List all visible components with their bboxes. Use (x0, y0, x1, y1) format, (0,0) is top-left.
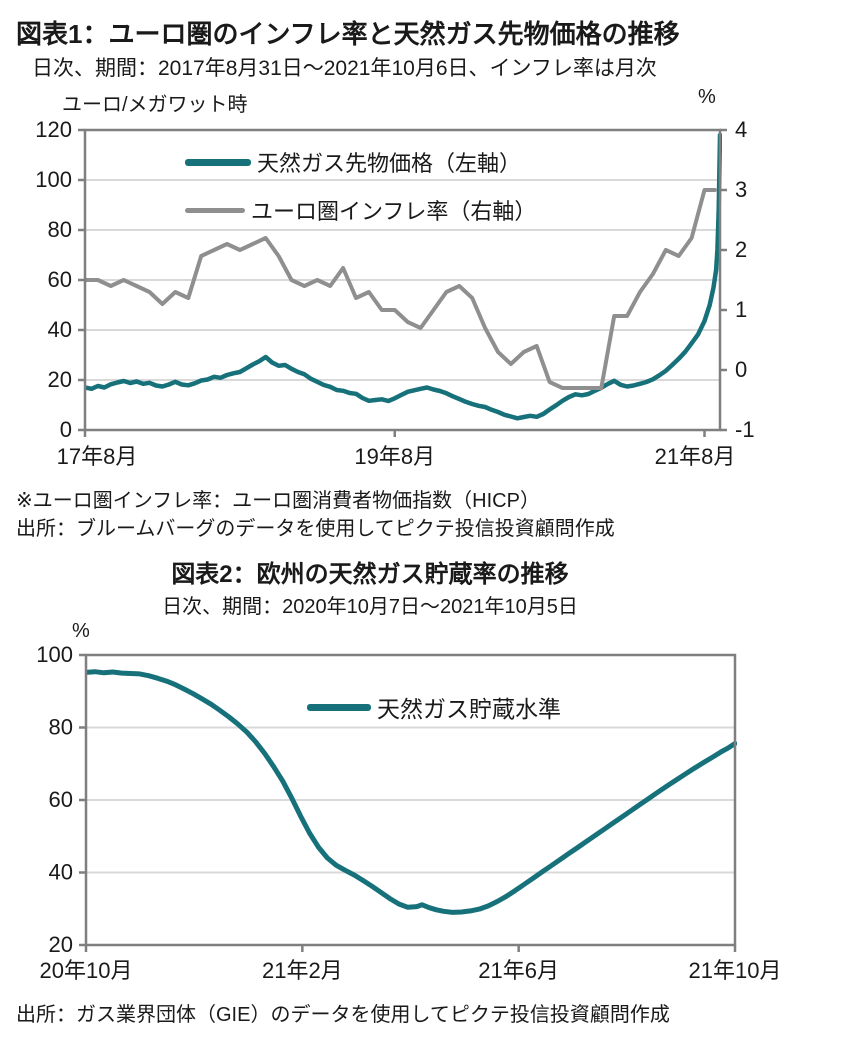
storage-legend-label: 天然ガス貯蔵水準 (377, 696, 561, 722)
y-axis-right-tick-label: 2 (735, 237, 747, 262)
legend-item-gas-price: 天然ガス先物価格（左軸） (185, 146, 536, 178)
y-axis-left-tick-label: 100 (36, 642, 73, 667)
x-axis-tick-label: 19年8月 (354, 444, 435, 469)
gas-storage-chart: 100 80 60 40 2020年10月 21年2月 21年6月 21年10月 (36, 642, 782, 983)
storage-line-swatch (307, 703, 371, 711)
inflation-legend-label: ユーロ圏インフレ率（右軸） (251, 199, 537, 224)
y-axis-left-tick-label: 20 (49, 932, 73, 957)
y-axis-right-tick-label: 3 (735, 177, 747, 202)
chart1-right-axis-unit: % (698, 86, 716, 108)
x-axis-tick-label: 21年10月 (689, 958, 782, 983)
x-axis-tick-label: 21年6月 (478, 958, 559, 983)
chart1-note-definition: ※ユーロ圏インフレ率：ユーロ圏消費者物価指数（HICP） (16, 490, 540, 512)
chart2-title: 図表2：欧州の天然ガス貯蔵率の推移 (171, 561, 569, 588)
chart1-legend: 天然ガス先物価格（左軸） ユーロ圏インフレ率（右軸） (185, 146, 536, 226)
chart2-axis-unit: % (72, 620, 90, 642)
series-line-0 (86, 669, 737, 915)
y-axis-right-tick-label: 0 (735, 357, 747, 382)
gas-price-inflation-chart: 120 100 80 60 40 20 0 4 3 2 1 0 -1 17年8月 19年8月 21年8月 (35, 117, 755, 469)
x-axis-tick-label: 21年2月 (262, 958, 343, 983)
series-line-0 (85, 132, 722, 421)
x-axis-tick-label: 17年8月 (57, 444, 138, 469)
y-axis-left-tick-label: 100 (35, 167, 72, 192)
x-axis-tick-label: 21年8月 (655, 444, 736, 469)
y-axis-left-tick-label: 80 (49, 715, 73, 740)
gas-price-line-swatch (185, 158, 251, 166)
legend-item-storage: 天然ガス貯蔵水準 (307, 692, 561, 722)
chart1-title: 図表1：ユーロ圏のインフレ率と天然ガス先物価格の推移 (16, 19, 680, 49)
y-axis-left-tick-label: 80 (48, 217, 72, 242)
y-axis-right-tick-label: 4 (735, 117, 747, 142)
chart1-subtitle: 日次、期間：2017年8月31日～2021年10月6日、インフレ率は月次 (32, 57, 657, 80)
y-axis-left-tick-label: 60 (48, 267, 72, 292)
chart1-note-source: 出所：ブルームバーグのデータを使用してピクテ投信投資顧問作成 (16, 518, 615, 540)
y-axis-left-tick-label: 120 (35, 117, 72, 142)
legend-item-inflation: ユーロ圏インフレ率（右軸） (185, 194, 536, 226)
gas-price-legend-label: 天然ガス先物価格（左軸） (257, 151, 522, 176)
chart1-left-axis-unit: ユーロ/メガワット時 (62, 94, 248, 116)
y-axis-left-tick-label: 40 (49, 860, 73, 885)
y-axis-right-tick-label: -1 (735, 417, 755, 442)
series-line-1 (85, 188, 717, 390)
chart2-note-source: 出所：ガス業界団体（GIE）のデータを使用してピクテ投信投資顧問作成 (16, 1004, 670, 1026)
y-axis-left-tick-label: 20 (48, 367, 72, 392)
x-axis-tick-label: 20年10月 (40, 958, 133, 983)
chart2-legend: 天然ガス貯蔵水準 (307, 692, 561, 722)
y-axis-left-tick-label: 60 (49, 787, 73, 812)
y-axis-right-tick-label: 1 (735, 297, 747, 322)
inflation-line-swatch (185, 207, 245, 213)
chart2-subtitle: 日次、期間：2020年10月7日～2021年10月5日 (162, 596, 578, 618)
y-axis-left-tick-label: 40 (48, 317, 72, 342)
y-axis-left-tick-label: 0 (60, 417, 72, 442)
